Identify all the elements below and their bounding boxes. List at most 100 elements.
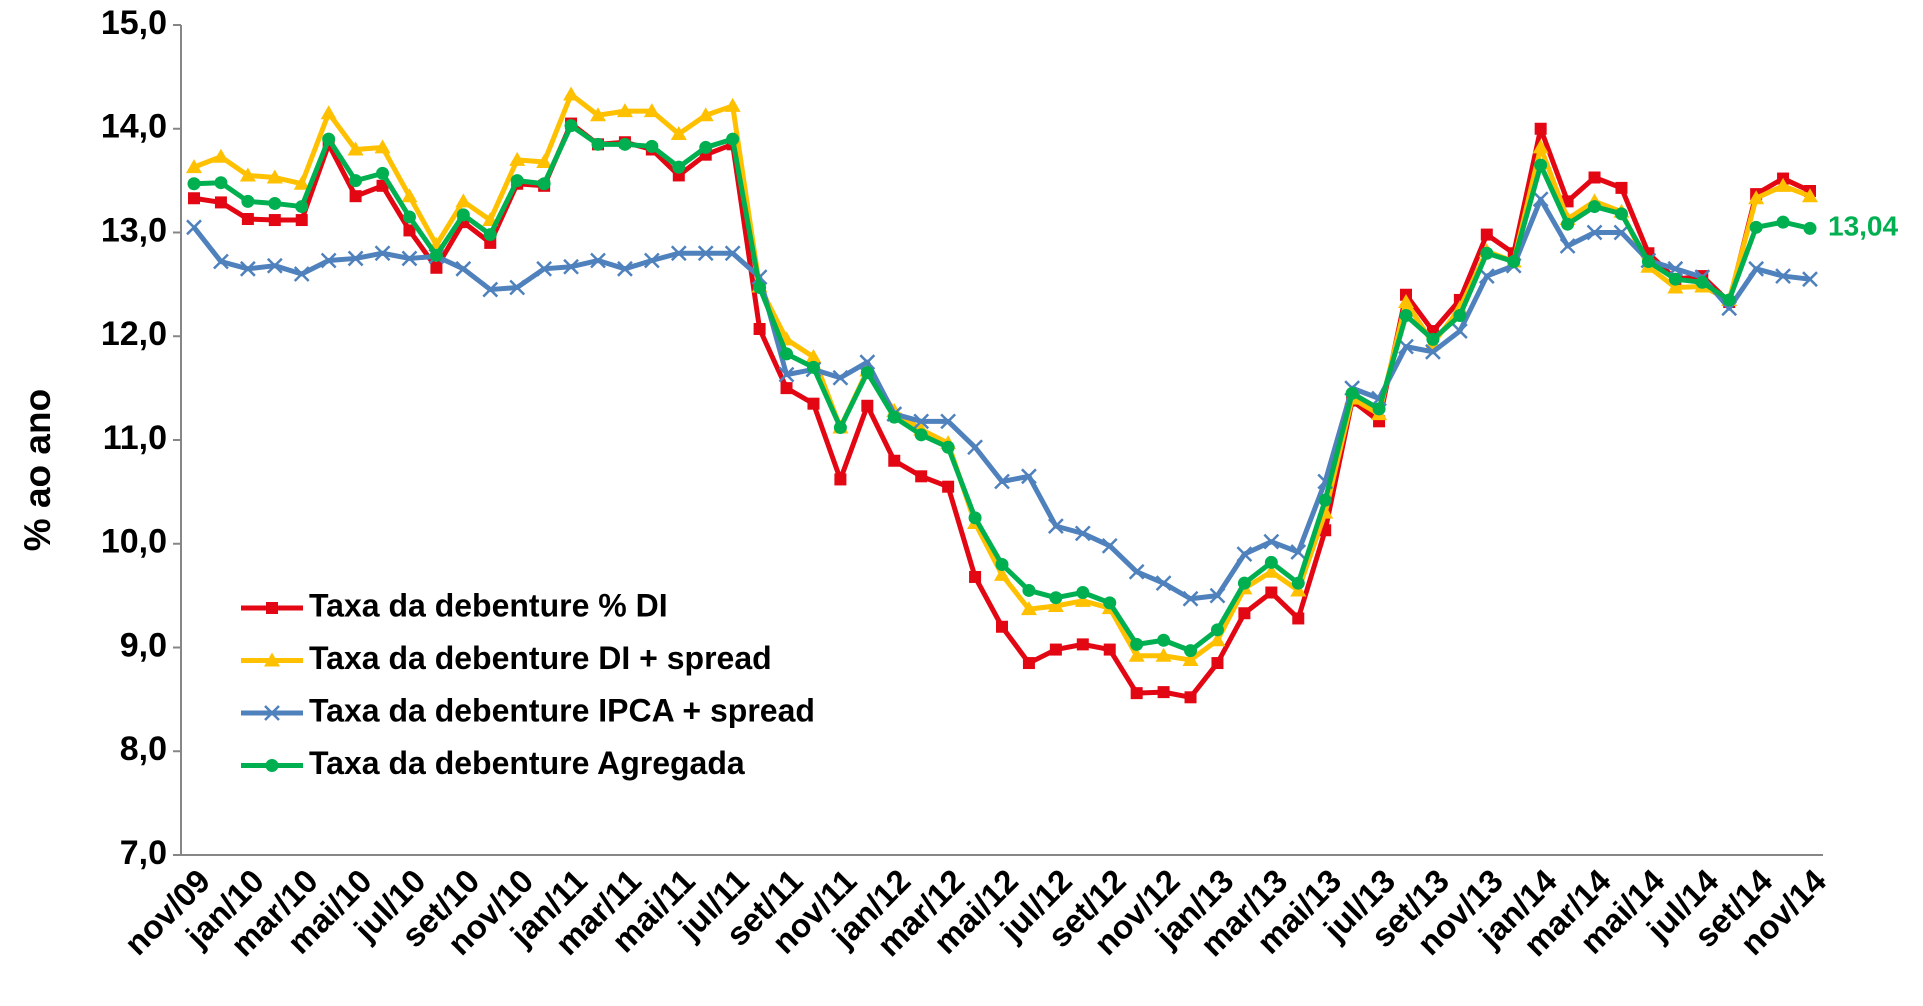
marker bbox=[295, 200, 309, 214]
marker bbox=[994, 473, 1010, 490]
marker bbox=[753, 280, 767, 294]
marker bbox=[536, 153, 553, 168]
marker bbox=[969, 570, 982, 583]
marker bbox=[295, 214, 308, 227]
marker bbox=[1047, 598, 1064, 612]
marker bbox=[1613, 224, 1630, 241]
marker bbox=[1802, 271, 1818, 288]
y-tick-label: 10,0 bbox=[101, 523, 167, 561]
marker bbox=[1155, 647, 1172, 662]
marker bbox=[214, 176, 228, 190]
marker bbox=[510, 174, 524, 188]
legend-marker bbox=[264, 705, 280, 721]
marker bbox=[1534, 158, 1548, 172]
marker bbox=[430, 261, 443, 274]
marker bbox=[1022, 657, 1035, 670]
marker bbox=[455, 193, 472, 208]
legend-marker bbox=[265, 759, 279, 772]
marker bbox=[1049, 591, 1063, 605]
series bbox=[187, 119, 1817, 658]
marker bbox=[805, 349, 822, 363]
marker bbox=[887, 410, 901, 424]
marker bbox=[401, 188, 418, 203]
marker bbox=[1775, 177, 1792, 192]
marker bbox=[1209, 632, 1226, 647]
marker bbox=[643, 252, 660, 269]
marker bbox=[861, 399, 874, 412]
marker bbox=[401, 250, 418, 267]
marker bbox=[186, 219, 202, 236]
marker bbox=[1101, 537, 1118, 554]
marker bbox=[942, 480, 955, 493]
marker bbox=[1451, 323, 1468, 339]
marker bbox=[1238, 607, 1251, 620]
marker bbox=[186, 159, 202, 174]
marker bbox=[806, 360, 820, 374]
series bbox=[186, 86, 1818, 666]
marker bbox=[563, 86, 580, 101]
marker bbox=[616, 103, 633, 118]
marker bbox=[618, 137, 632, 151]
marker bbox=[537, 177, 551, 191]
marker bbox=[1748, 260, 1765, 277]
marker bbox=[834, 473, 847, 486]
marker bbox=[403, 224, 416, 237]
marker bbox=[1748, 190, 1765, 205]
marker bbox=[617, 260, 633, 277]
marker bbox=[915, 470, 928, 483]
marker bbox=[1372, 402, 1386, 416]
marker bbox=[1802, 188, 1818, 203]
y-tick-label: 7,0 bbox=[120, 834, 167, 872]
marker bbox=[349, 190, 362, 203]
marker bbox=[697, 107, 714, 122]
marker bbox=[1345, 386, 1359, 400]
marker bbox=[1614, 207, 1628, 221]
marker bbox=[1103, 643, 1116, 656]
marker bbox=[1318, 493, 1332, 507]
marker bbox=[1776, 215, 1790, 229]
marker bbox=[859, 354, 876, 371]
marker bbox=[832, 369, 849, 386]
marker bbox=[1209, 587, 1226, 604]
marker bbox=[1049, 643, 1062, 656]
marker bbox=[1588, 171, 1601, 184]
marker bbox=[1480, 246, 1494, 260]
marker bbox=[293, 175, 310, 190]
marker bbox=[1480, 228, 1493, 241]
marker bbox=[1022, 583, 1036, 597]
marker bbox=[996, 620, 1008, 633]
marker bbox=[1559, 238, 1576, 254]
data-label: 13,04 bbox=[1828, 211, 1898, 242]
marker bbox=[1586, 224, 1603, 241]
marker bbox=[536, 260, 553, 277]
marker bbox=[455, 260, 472, 277]
y-tick-label: 8,0 bbox=[120, 730, 167, 768]
marker bbox=[241, 213, 254, 226]
marker bbox=[1130, 687, 1143, 700]
marker bbox=[1184, 691, 1197, 704]
marker bbox=[509, 151, 526, 166]
marker bbox=[1668, 272, 1682, 286]
marker bbox=[1184, 644, 1198, 658]
marker bbox=[914, 428, 928, 442]
marker bbox=[590, 107, 606, 122]
marker bbox=[1237, 576, 1251, 590]
marker bbox=[1398, 338, 1414, 355]
marker bbox=[429, 248, 443, 262]
marker bbox=[1695, 275, 1709, 289]
marker bbox=[780, 382, 793, 395]
marker bbox=[1775, 268, 1791, 284]
marker bbox=[670, 245, 687, 262]
marker bbox=[268, 196, 282, 210]
marker bbox=[1292, 612, 1305, 625]
y-tick-label: 13,0 bbox=[101, 211, 167, 249]
marker bbox=[374, 245, 391, 262]
marker bbox=[726, 132, 740, 146]
marker bbox=[645, 139, 659, 153]
marker bbox=[1290, 544, 1307, 560]
legend-label: Taxa da debenture Agregada bbox=[309, 745, 745, 781]
marker bbox=[1263, 533, 1280, 550]
marker bbox=[697, 245, 714, 262]
marker bbox=[833, 421, 847, 435]
